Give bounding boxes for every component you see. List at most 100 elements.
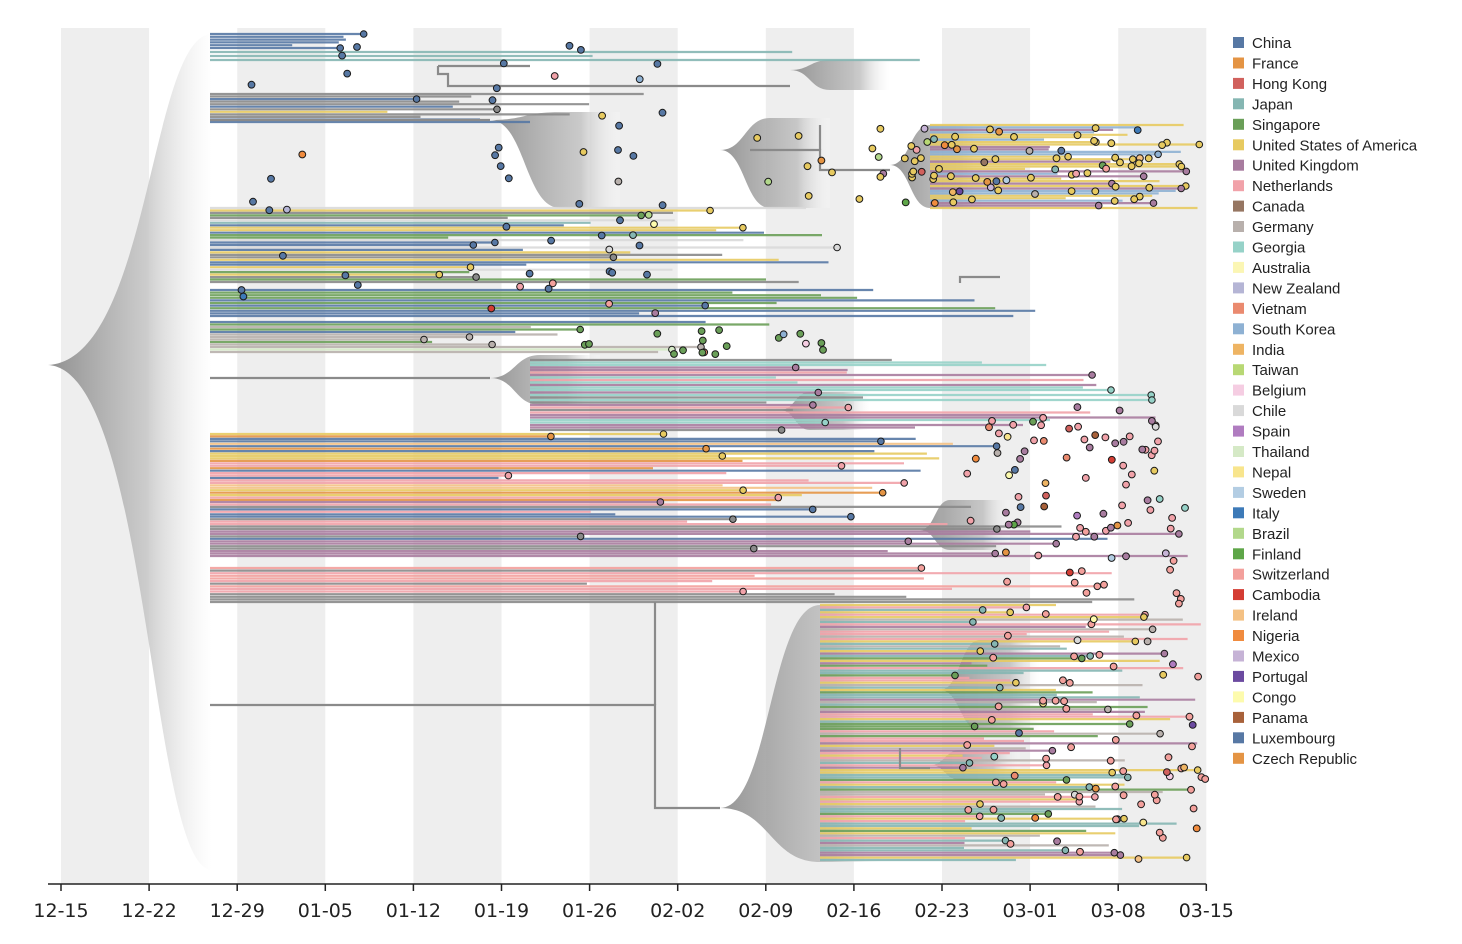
- tip-node: [1155, 828, 1164, 837]
- tip-node: [1067, 743, 1075, 752]
- tip-node: [874, 153, 883, 161]
- legend-label: Nigeria: [1252, 628, 1300, 645]
- legend-swatch-icon: [1233, 752, 1244, 764]
- tip-node: [585, 340, 593, 348]
- tip-node: [597, 231, 606, 240]
- tip-node: [1091, 793, 1099, 801]
- legend-label: Cambodia: [1252, 587, 1321, 604]
- tip-node: [279, 251, 287, 260]
- tip-node: [1089, 615, 1098, 624]
- tip-node: [1148, 417, 1156, 425]
- tip-node: [1125, 720, 1134, 728]
- tip-node: [900, 154, 909, 163]
- tip-node: [1158, 141, 1166, 150]
- legend-label: Japan: [1252, 96, 1293, 113]
- tip-node: [1172, 589, 1181, 597]
- tip-node: [1010, 133, 1018, 141]
- tip-node: [565, 41, 574, 50]
- tip-node: [1057, 146, 1066, 155]
- tip-node: [1042, 761, 1051, 770]
- tip-node: [615, 121, 623, 130]
- root-fan: [48, 34, 212, 870]
- legend-swatch-icon: [1233, 98, 1244, 110]
- tip-node: [702, 444, 710, 453]
- tip-node: [990, 752, 999, 761]
- tip-node: [1146, 506, 1155, 514]
- tip-node: [987, 716, 996, 724]
- legend-label: Luxembourg: [1252, 730, 1335, 747]
- tip-node: [548, 279, 557, 288]
- tip-node: [1053, 793, 1062, 801]
- legend-label: France: [1252, 56, 1299, 73]
- tip-node: [1137, 800, 1145, 809]
- legend-swatch-icon: [1233, 37, 1244, 48]
- legend-entry: Canada: [1233, 199, 1305, 216]
- tip-node: [796, 329, 805, 338]
- tip-node: [1111, 439, 1120, 448]
- tip-node: [1102, 164, 1110, 173]
- legend-swatch-icon: [1233, 630, 1244, 641]
- tip-node: [1175, 530, 1183, 538]
- clade-fans: [48, 34, 1040, 870]
- tip-node: [343, 69, 352, 78]
- legend-entry: Australia: [1233, 260, 1311, 277]
- tip-node: [679, 346, 687, 355]
- legend-label: United States of America: [1252, 137, 1418, 154]
- tip-node: [1065, 424, 1073, 433]
- tip-node: [764, 177, 773, 186]
- tip-node: [1151, 422, 1160, 431]
- tip-node: [988, 417, 996, 425]
- tip-node: [1115, 406, 1124, 415]
- tip-node: [525, 269, 534, 278]
- tip-node: [1175, 599, 1183, 608]
- legend-label: New Zealand: [1252, 280, 1340, 297]
- tip-node: [1101, 433, 1110, 442]
- tip-node: [1062, 704, 1071, 713]
- tip-node: [1052, 154, 1061, 163]
- tip-node: [1154, 437, 1162, 446]
- tip-node: [1067, 187, 1076, 196]
- x-tick-label: 12-22: [121, 900, 176, 922]
- tip-node: [1177, 162, 1186, 171]
- tip-node: [878, 488, 887, 497]
- legend-entry: Mexico: [1233, 649, 1300, 666]
- tip-node: [1188, 721, 1197, 729]
- tip-node: [909, 167, 918, 176]
- tip-node: [237, 286, 246, 294]
- legend-entry: Nigeria: [1233, 628, 1300, 645]
- tip-node: [808, 505, 817, 514]
- tip-node: [1072, 532, 1080, 541]
- legend-label: Italy: [1252, 505, 1280, 522]
- tip-node: [947, 140, 956, 149]
- legend-entry: Japan: [1233, 96, 1293, 113]
- legend-label: Finland: [1252, 546, 1301, 563]
- tip-node: [1119, 791, 1128, 800]
- tip-node: [876, 124, 885, 133]
- tip-node: [729, 515, 737, 524]
- tip-node: [1016, 455, 1024, 463]
- tip-node: [656, 498, 665, 506]
- tip-node: [516, 282, 524, 291]
- tip-node: [338, 51, 347, 60]
- tip-node: [616, 216, 624, 225]
- tip-node: [1015, 729, 1023, 737]
- tree-connector: [210, 703, 720, 810]
- legend-swatch-icon: [1233, 77, 1244, 89]
- tip-node: [412, 95, 421, 103]
- legend-swatch-icon: [1233, 118, 1244, 130]
- tip-node: [1091, 187, 1100, 196]
- tip-node: [353, 281, 362, 289]
- tip-node: [970, 722, 979, 731]
- tip-node: [435, 270, 444, 279]
- tip-node: [940, 141, 949, 150]
- tip-node: [1094, 201, 1103, 210]
- tip-node: [1135, 159, 1143, 168]
- tip-node: [504, 174, 513, 183]
- legend-swatch-icon: [1233, 241, 1244, 253]
- tip-node: [777, 426, 786, 434]
- tip-node: [698, 348, 707, 357]
- x-tick-label: 12-15: [33, 900, 88, 922]
- tip-node: [658, 201, 667, 210]
- tip-node: [1108, 768, 1116, 777]
- tip-node: [701, 301, 710, 310]
